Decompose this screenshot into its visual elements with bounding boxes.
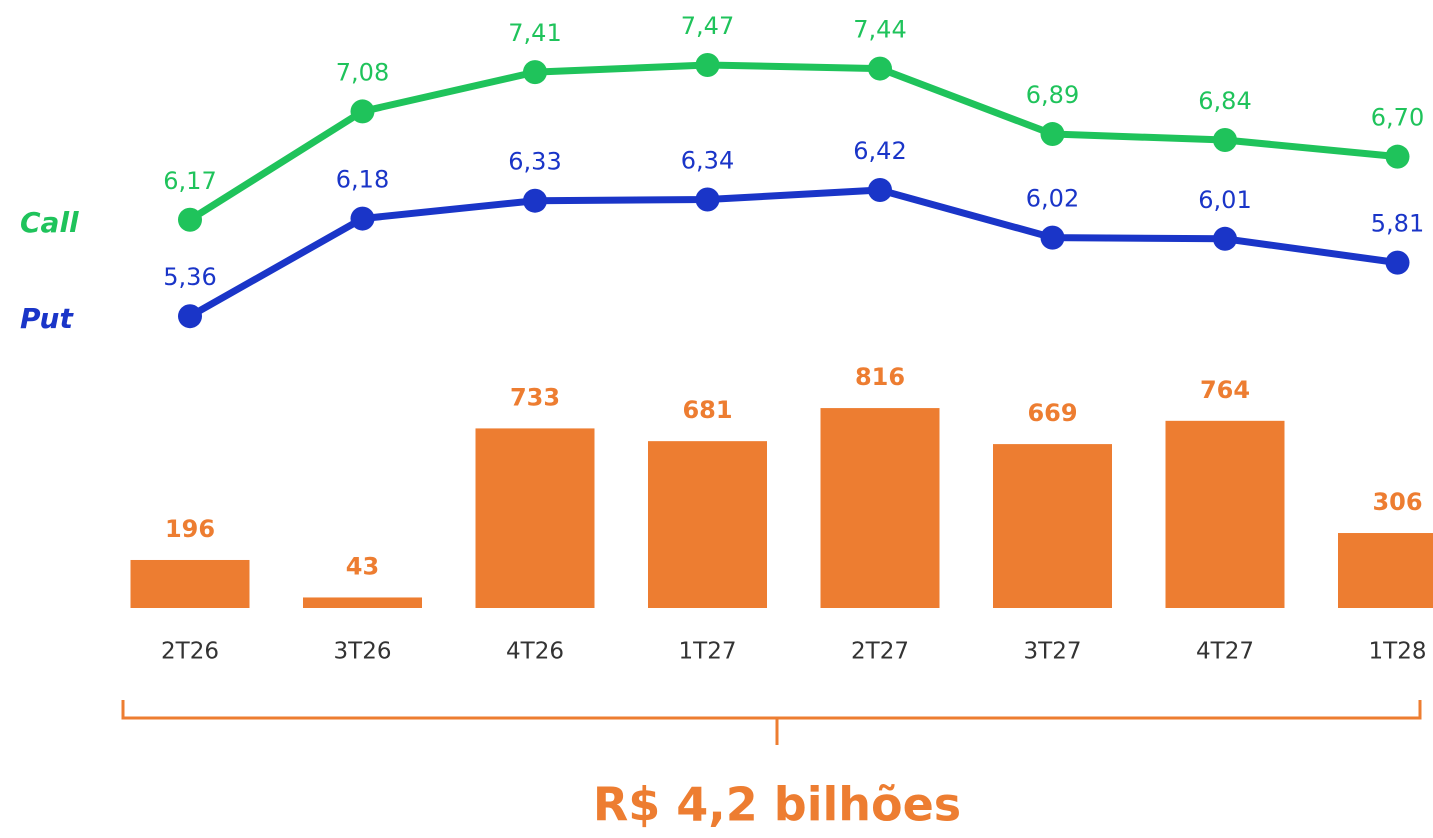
data-label: 43 — [346, 552, 379, 580]
data-label: 6,89 — [1026, 81, 1079, 109]
data-label: 7,41 — [508, 19, 561, 47]
bar — [1338, 533, 1433, 608]
data-point — [695, 187, 720, 212]
bar — [993, 444, 1112, 608]
data-point — [523, 188, 547, 213]
data-point — [1385, 250, 1410, 275]
data-label: 5,36 — [163, 263, 216, 291]
data-label: 764 — [1200, 376, 1250, 404]
data-label: 6,02 — [1026, 185, 1079, 213]
data-label: 681 — [682, 396, 732, 424]
series-line — [188, 186, 1398, 320]
data-point — [1385, 144, 1410, 169]
bar — [130, 559, 250, 608]
bracket — [121, 700, 1422, 745]
data-label: 6,42 — [853, 137, 906, 165]
data-label: 733 — [510, 383, 560, 411]
data-point — [868, 178, 892, 202]
data-label: 5,81 — [1371, 210, 1424, 238]
data-label: 7,08 — [336, 58, 389, 86]
bar — [1165, 420, 1285, 608]
data-label: 7,47 — [681, 12, 734, 40]
total-annotation: R$ 4,2 bilhões — [593, 778, 961, 832]
x-tick-label: 1T28 — [1369, 639, 1427, 665]
data-label: 6,84 — [1198, 87, 1251, 115]
data-label: 6,33 — [508, 148, 561, 176]
legend-label: Call — [20, 206, 79, 239]
x-tick-label: 2T27 — [851, 639, 909, 665]
series-line — [188, 61, 1398, 223]
bar — [648, 441, 767, 608]
data-point — [1213, 128, 1237, 152]
bar — [475, 428, 595, 608]
data-label: 669 — [1027, 399, 1077, 427]
data-label: 306 — [1372, 488, 1422, 516]
x-tick-label: 4T26 — [506, 639, 564, 665]
data-point — [523, 60, 547, 85]
data-label: 7,44 — [853, 16, 906, 44]
data-point — [178, 304, 202, 329]
data-point — [695, 53, 720, 77]
data-point — [1213, 226, 1237, 251]
data-label: 6,17 — [163, 167, 216, 195]
data-point — [178, 207, 202, 232]
data-point — [868, 56, 892, 81]
legend-label: Put — [20, 302, 74, 335]
bar — [303, 597, 422, 608]
x-tick-label: 4T27 — [1196, 639, 1254, 665]
data-label: 196 — [165, 515, 215, 543]
data-point — [350, 206, 375, 231]
data-label: 6,70 — [1371, 104, 1424, 132]
bar — [820, 408, 940, 608]
data-point — [350, 99, 375, 124]
x-tick-label: 3T26 — [334, 639, 392, 665]
data-label: 6,18 — [336, 166, 389, 194]
data-label: 816 — [855, 363, 905, 391]
data-point — [1040, 225, 1065, 250]
x-tick-label: 2T26 — [161, 639, 219, 665]
data-point — [1040, 122, 1065, 147]
data-label: 6,01 — [1198, 186, 1251, 214]
data-label: 6,34 — [681, 147, 734, 175]
x-tick-label: 1T27 — [679, 639, 737, 665]
x-tick-label: 3T27 — [1024, 639, 1082, 665]
